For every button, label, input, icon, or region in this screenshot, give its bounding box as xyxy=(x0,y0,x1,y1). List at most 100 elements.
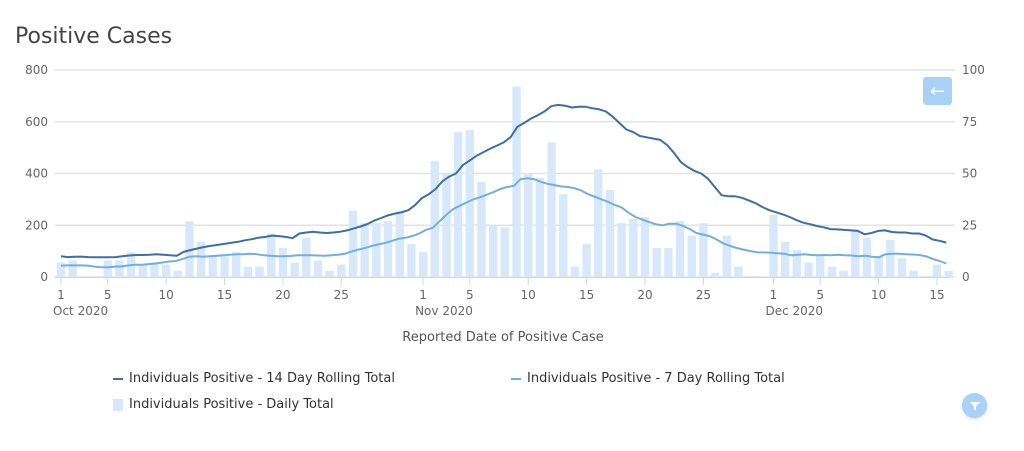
daily-bar[interactable] xyxy=(617,223,626,277)
x-axis-title: Reported Date of Positive Case xyxy=(402,330,603,345)
daily-bar[interactable] xyxy=(897,258,907,277)
daily-bar[interactable] xyxy=(360,223,369,277)
daily-bar[interactable] xyxy=(523,173,533,278)
y-tick-right: 100 xyxy=(962,63,985,77)
daily-bar[interactable] xyxy=(582,243,591,277)
daily-bar[interactable] xyxy=(944,270,953,277)
daily-bar[interactable] xyxy=(407,243,416,277)
arrow-left-icon: ← xyxy=(929,80,946,102)
daily-bar[interactable] xyxy=(932,264,942,277)
line-7day-rolling[interactable] xyxy=(60,177,947,269)
daily-bar[interactable] xyxy=(348,210,358,277)
legend-item-7day[interactable]: Individuals Positive - 7 Day Rolling Tot… xyxy=(511,371,785,386)
daily-bar[interactable] xyxy=(115,260,124,277)
x-tick-label: 1 xyxy=(419,288,427,302)
daily-bar[interactable] xyxy=(313,260,323,277)
daily-bar[interactable] xyxy=(547,142,556,277)
legend-item-daily[interactable]: Individuals Positive - Daily Total xyxy=(113,397,334,412)
daily-bar[interactable] xyxy=(68,260,77,277)
x-tick-label: 20 xyxy=(275,288,290,302)
y-tick-left: 800 xyxy=(25,63,48,77)
daily-bar[interactable] xyxy=(909,270,918,277)
daily-bar[interactable] xyxy=(337,264,346,277)
legend-label-14day: Individuals Positive - 14 Day Rolling To… xyxy=(129,371,395,386)
daily-bar[interactable] xyxy=(488,225,498,277)
daily-bar[interactable] xyxy=(839,270,848,277)
back-button[interactable]: ← xyxy=(923,77,952,105)
daily-bar[interactable] xyxy=(535,177,545,277)
y-tick-left: 600 xyxy=(25,115,48,129)
filter-button[interactable] xyxy=(962,393,987,418)
daily-bar[interactable] xyxy=(734,266,743,277)
daily-bar[interactable] xyxy=(196,241,206,277)
daily-bar[interactable] xyxy=(710,272,720,277)
x-tick-label: 1 xyxy=(770,288,778,302)
daily-bar[interactable] xyxy=(465,130,475,277)
daily-bar[interactable] xyxy=(886,239,895,277)
daily-bar[interactable] xyxy=(442,173,451,278)
daily-bar[interactable] xyxy=(769,214,778,277)
daily-bar[interactable] xyxy=(383,221,393,277)
daily-bar[interactable] xyxy=(512,86,521,277)
daily-bar[interactable] xyxy=(477,181,486,277)
daily-bar[interactable] xyxy=(278,248,288,277)
daily-bar[interactable] xyxy=(185,221,194,277)
line-14day-rolling[interactable] xyxy=(60,103,947,259)
daily-bar[interactable] xyxy=(500,227,510,277)
daily-bar[interactable] xyxy=(255,266,264,277)
x-tick-label: 1 xyxy=(57,288,65,302)
daily-bar[interactable] xyxy=(372,223,381,277)
daily-bar[interactable] xyxy=(173,270,183,277)
daily-bar[interactable] xyxy=(640,216,650,277)
x-month-label: Nov 2020 xyxy=(415,304,473,318)
daily-bar[interactable] xyxy=(792,250,802,277)
x-tick-label: 5 xyxy=(466,288,474,302)
legend-item-14day[interactable]: Individuals Positive - 14 Day Rolling To… xyxy=(113,371,395,386)
daily-bar[interactable] xyxy=(605,190,615,277)
daily-bar[interactable] xyxy=(231,252,241,277)
daily-bar[interactable] xyxy=(675,221,685,277)
daily-bar[interactable] xyxy=(827,266,837,277)
daily-bar[interactable] xyxy=(687,235,696,277)
daily-bar[interactable] xyxy=(325,270,334,277)
daily-bar[interactable] xyxy=(921,275,930,277)
daily-bar[interactable] xyxy=(150,262,159,277)
daily-bar[interactable] xyxy=(862,237,872,277)
x-tick-label: 25 xyxy=(334,288,349,302)
daily-bar[interactable] xyxy=(161,264,171,277)
y-tick-right: 25 xyxy=(962,218,977,232)
legend-label-daily: Individuals Positive - Daily Total xyxy=(129,397,334,412)
daily-bar[interactable] xyxy=(851,229,860,277)
daily-bar[interactable] xyxy=(430,161,439,277)
x-month-label: Oct 2020 xyxy=(53,304,108,318)
daily-bar[interactable] xyxy=(56,262,66,277)
daily-bar[interactable] xyxy=(418,252,428,277)
legend-swatch-14day xyxy=(113,377,123,380)
y-tick-left: 0 xyxy=(40,270,48,284)
daily-bar[interactable] xyxy=(629,219,638,277)
daily-bar[interactable] xyxy=(780,241,790,277)
chart-title: Positive Cases xyxy=(15,24,173,49)
daily-bar[interactable] xyxy=(138,264,147,277)
daily-bar[interactable] xyxy=(594,169,603,277)
daily-bar[interactable] xyxy=(453,132,463,277)
daily-bar[interactable] xyxy=(559,194,568,277)
daily-bar[interactable] xyxy=(804,262,813,277)
x-tick-label: 15 xyxy=(929,288,944,302)
daily-bar[interactable] xyxy=(103,260,112,277)
daily-bar[interactable] xyxy=(290,262,299,277)
daily-bar[interactable] xyxy=(302,237,311,277)
daily-bar[interactable] xyxy=(745,275,755,277)
daily-bar[interactable] xyxy=(243,266,253,277)
daily-bar[interactable] xyxy=(815,256,825,277)
x-tick-label: 10 xyxy=(871,288,886,302)
daily-bar[interactable] xyxy=(395,210,404,277)
daily-bar[interactable] xyxy=(722,235,731,277)
daily-bar[interactable] xyxy=(220,256,229,277)
daily-bar[interactable] xyxy=(874,256,883,277)
daily-bar[interactable] xyxy=(664,248,673,277)
daily-bar[interactable] xyxy=(570,266,580,277)
daily-bar[interactable] xyxy=(652,248,661,277)
daily-bar[interactable] xyxy=(208,256,218,277)
daily-bar[interactable] xyxy=(699,223,708,277)
